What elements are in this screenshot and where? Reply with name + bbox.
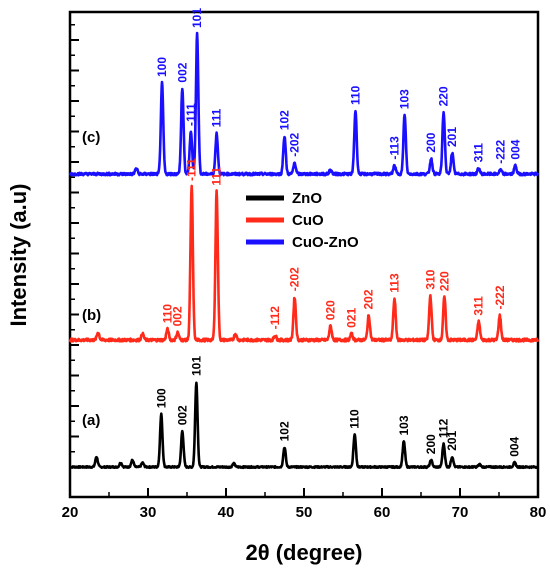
legend-entry: ZnO xyxy=(292,190,322,207)
x-tick-label: 70 xyxy=(452,504,469,521)
peak-label: -113 xyxy=(388,136,402,160)
peak-label: 113 xyxy=(388,273,402,293)
peak-label: 110 xyxy=(348,409,362,429)
y-axis-title: Intensity (a.u) xyxy=(6,183,31,326)
peak-label: 002 xyxy=(175,62,189,82)
trace-cuo xyxy=(68,184,540,343)
peak-label: 311 xyxy=(472,143,486,163)
legend: ZnO CuO CuO-ZnO xyxy=(246,190,359,251)
trace-labels: (a) (b) (c) xyxy=(82,129,101,429)
peak-label: -202 xyxy=(288,267,302,291)
x-tick-label: 60 xyxy=(374,504,391,521)
trace-cuo-zno xyxy=(68,31,540,177)
peak-label: 002 xyxy=(175,405,189,425)
peak-label: 311 xyxy=(472,296,486,316)
peak-label: 200 xyxy=(424,132,438,152)
peak-label: 004 xyxy=(508,139,522,159)
legend-entry: CuO-ZnO xyxy=(292,234,359,251)
peak-label: 112 xyxy=(437,418,451,438)
peak-label: -222 xyxy=(493,285,507,309)
peak-label: -222 xyxy=(494,139,508,163)
x-ticks: 20 30 40 50 60 70 80 xyxy=(62,488,547,521)
trace-zno xyxy=(69,381,539,470)
peak-label: 102 xyxy=(278,421,292,441)
x-axis-title: 2θ (degree) xyxy=(245,540,362,565)
legend-entry: CuO xyxy=(292,212,324,229)
peak-label: 110 xyxy=(349,85,363,105)
peak-label: -111 xyxy=(184,103,198,126)
y-ticks xyxy=(70,24,79,468)
plot-frame xyxy=(68,10,540,499)
x-tick-label: 50 xyxy=(296,504,313,521)
peak-label: 020 xyxy=(324,300,338,320)
x-tick-label: 30 xyxy=(140,504,157,521)
peak-label: 111 xyxy=(210,108,224,127)
x-tick-label: 80 xyxy=(530,504,547,521)
peak-label: 220 xyxy=(437,271,451,291)
trace-label: (c) xyxy=(82,129,100,146)
peak-label: 111 xyxy=(210,167,224,186)
trace-label: (b) xyxy=(82,307,101,324)
peak-label: 103 xyxy=(398,89,412,109)
peak-label: 310 xyxy=(423,269,437,289)
traces xyxy=(68,31,540,470)
peak-label: 201 xyxy=(445,127,459,147)
trace-label: (a) xyxy=(82,412,100,429)
peak-label: 004 xyxy=(508,436,522,456)
peak-label: -111 xyxy=(185,158,199,181)
peak-label: 101 xyxy=(190,8,204,28)
peak-label: 002 xyxy=(171,306,185,326)
peak-label: 200 xyxy=(424,434,438,454)
peak-label: 101 xyxy=(189,356,203,376)
peak-label: 220 xyxy=(437,86,451,106)
peak-label: -202 xyxy=(288,132,302,156)
x-tick-label: 40 xyxy=(218,504,235,521)
x-tick-label: 20 xyxy=(62,504,79,521)
peak-label: 100 xyxy=(154,388,168,408)
peak-label: 021 xyxy=(345,308,359,328)
peak-label: -112 xyxy=(268,306,282,330)
peak-label: 202 xyxy=(362,289,376,309)
peak-label: 100 xyxy=(155,57,169,77)
peak-label: 201 xyxy=(445,430,459,450)
peak-label: 103 xyxy=(397,415,411,435)
peak-label: 102 xyxy=(278,110,292,130)
peak-label: 110 xyxy=(161,304,175,324)
